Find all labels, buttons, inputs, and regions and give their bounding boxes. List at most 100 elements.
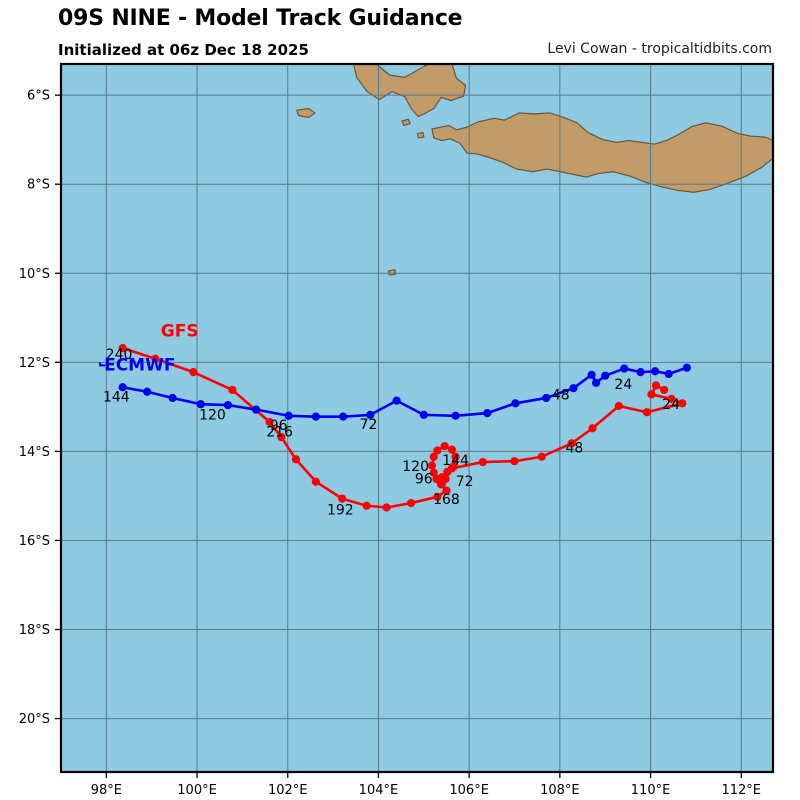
forecast-hour-label: 192 [327, 503, 354, 519]
forecast-hour-label: 48 [552, 388, 570, 404]
track-point [338, 494, 347, 503]
track-point [601, 371, 610, 380]
track-point [567, 439, 576, 448]
track-point [483, 409, 492, 418]
forecast-hour-label: 48 [565, 440, 583, 456]
track-point [642, 408, 652, 417]
track-point [588, 424, 597, 433]
forecast-hour-label: 120 [402, 459, 429, 475]
forecast-hour-label: 24 [662, 397, 680, 413]
track-point [682, 363, 691, 372]
y-axis-label: 14°S [19, 445, 50, 460]
track-point [664, 369, 673, 379]
track-point [647, 390, 656, 399]
track-point [277, 433, 286, 442]
axis-ticks-and-labels: 98°E 100°E 102°E 104°E 106°E 108°E 110°E 112°E 6… [19, 89, 761, 798]
track-point [660, 385, 669, 395]
track-point [392, 396, 401, 405]
track-point [291, 455, 301, 464]
track-point [284, 411, 293, 420]
forecast-hour-label: 96 [270, 418, 288, 434]
forecast-hour-label: 72 [456, 474, 474, 490]
x-axis-label: 110°E [631, 783, 671, 798]
forecast-hour-label: 24 [614, 377, 632, 393]
track-point [189, 368, 198, 377]
track-point [419, 410, 428, 419]
y-axis-label: 6°S [27, 89, 50, 104]
track-point [442, 486, 451, 495]
plot-frame [59, 62, 775, 774]
x-axis-label: 102°E [268, 783, 308, 798]
track-point [429, 468, 438, 477]
track-point [511, 399, 520, 408]
forecast-hour-label: 96 [415, 471, 433, 487]
track-point [478, 457, 487, 467]
track-point [443, 467, 452, 476]
track-point [429, 452, 438, 461]
init-time-subtitle: Initialized at 06z Dec 18 2025 [58, 41, 309, 59]
model-tracks-group [118, 343, 691, 512]
track-point [592, 378, 601, 387]
track-point [569, 384, 578, 393]
track-point [537, 452, 546, 461]
gridlines [61, 64, 773, 772]
track-point [437, 473, 447, 482]
track-point [587, 370, 596, 379]
credit-text: Levi Cowan - tropicaltidbits.com [547, 41, 772, 57]
x-axis-label: 100°E [177, 783, 217, 798]
y-axis-label: 20°S [19, 712, 50, 727]
track-point [667, 394, 676, 403]
landmass-polygon [387, 269, 397, 276]
track-point [151, 354, 160, 363]
track-point [650, 367, 660, 376]
track-point [338, 412, 348, 421]
track-point [311, 412, 320, 421]
model-label-gfs: GFS [161, 322, 199, 342]
forecast-hour-label: 120 [199, 407, 226, 423]
track-ecmwf[interactable] [118, 363, 691, 421]
track-point [228, 385, 237, 395]
forecast-hour-label: 240 [106, 347, 133, 363]
x-axis-label: 106°E [449, 783, 489, 798]
track-point [436, 480, 446, 489]
ecmwf-label-connector [99, 362, 106, 367]
model-label-ecmwf: ECMWF [104, 355, 175, 375]
y-axis-label: 16°S [19, 534, 50, 549]
landmass-polygon [416, 131, 425, 139]
y-axis-label: 10°S [19, 267, 50, 282]
y-axis-label: 8°S [27, 178, 50, 193]
track-point [678, 399, 687, 408]
track-point [447, 445, 457, 454]
track-point [311, 477, 320, 486]
track-point [265, 417, 274, 427]
track-point [636, 368, 645, 377]
track-gfs[interactable] [118, 343, 687, 512]
landmass-polygon [296, 107, 316, 119]
forecast-hour-label: 216 [266, 424, 293, 440]
track-point [440, 441, 449, 451]
track-point [168, 393, 177, 403]
y-axis-label: 18°S [19, 623, 50, 638]
track-point [449, 462, 458, 471]
track-point [362, 501, 371, 510]
forecast-hour-label: 168 [433, 492, 460, 508]
y-axis-label: 12°S [19, 356, 50, 371]
forecast-hour-label: 72 [360, 417, 378, 433]
x-axis-label: 112°E [721, 783, 761, 798]
track-point [382, 503, 391, 512]
x-axis-label: 104°E [359, 783, 399, 798]
x-axis-label: 108°E [540, 783, 580, 798]
landmass-polygon [401, 118, 411, 127]
track-point [118, 383, 127, 392]
landmass-group [296, 64, 773, 276]
landmass-polygon [431, 112, 773, 193]
track-point [614, 401, 623, 411]
track-point [251, 405, 261, 414]
track-point [196, 400, 205, 409]
forecast-hour-label: 144 [442, 453, 469, 469]
track-point [143, 387, 152, 396]
track-point [407, 498, 416, 508]
